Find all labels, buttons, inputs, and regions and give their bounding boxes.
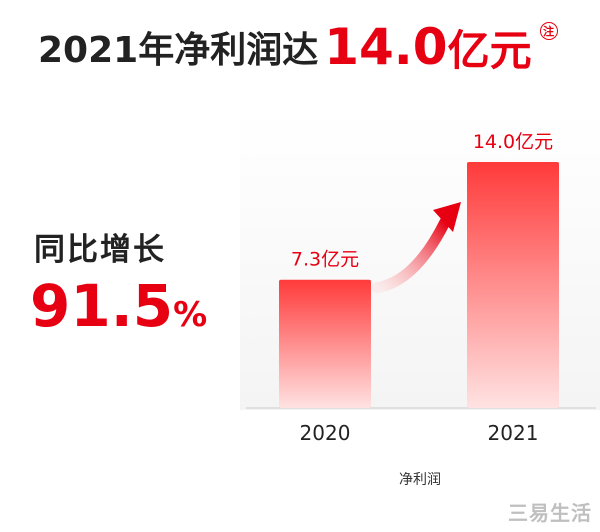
headline-text: 2021年净利润达 [38,30,319,71]
bar-2021 [467,161,559,408]
growth-label: 同比增长 [34,232,166,268]
growth-arrow-head-icon [433,201,461,232]
data-label-2020: 7.3亿元 [291,249,359,271]
headline-value: 14.0 [324,18,448,76]
growth-percent-sign: % [173,295,208,335]
watermark: 三易生活 [508,501,592,525]
x-tick-label-2020: 2020 [300,421,351,445]
growth-arrow-shaft [371,216,451,294]
growth-value: 91.5% [30,272,207,340]
x-axis-label: 净利润 [399,472,441,488]
growth-number: 91.5 [30,272,174,340]
data-label-2021: 14.0亿元 [473,131,553,153]
headline: 2021年净利润达 14.0 亿元 注 [38,12,558,82]
x-tick-label-2021: 2021 [488,421,539,445]
footnote-marker: 注 [539,22,558,40]
headline-unit: 亿元 [447,25,532,75]
bar-2020 [279,279,371,408]
